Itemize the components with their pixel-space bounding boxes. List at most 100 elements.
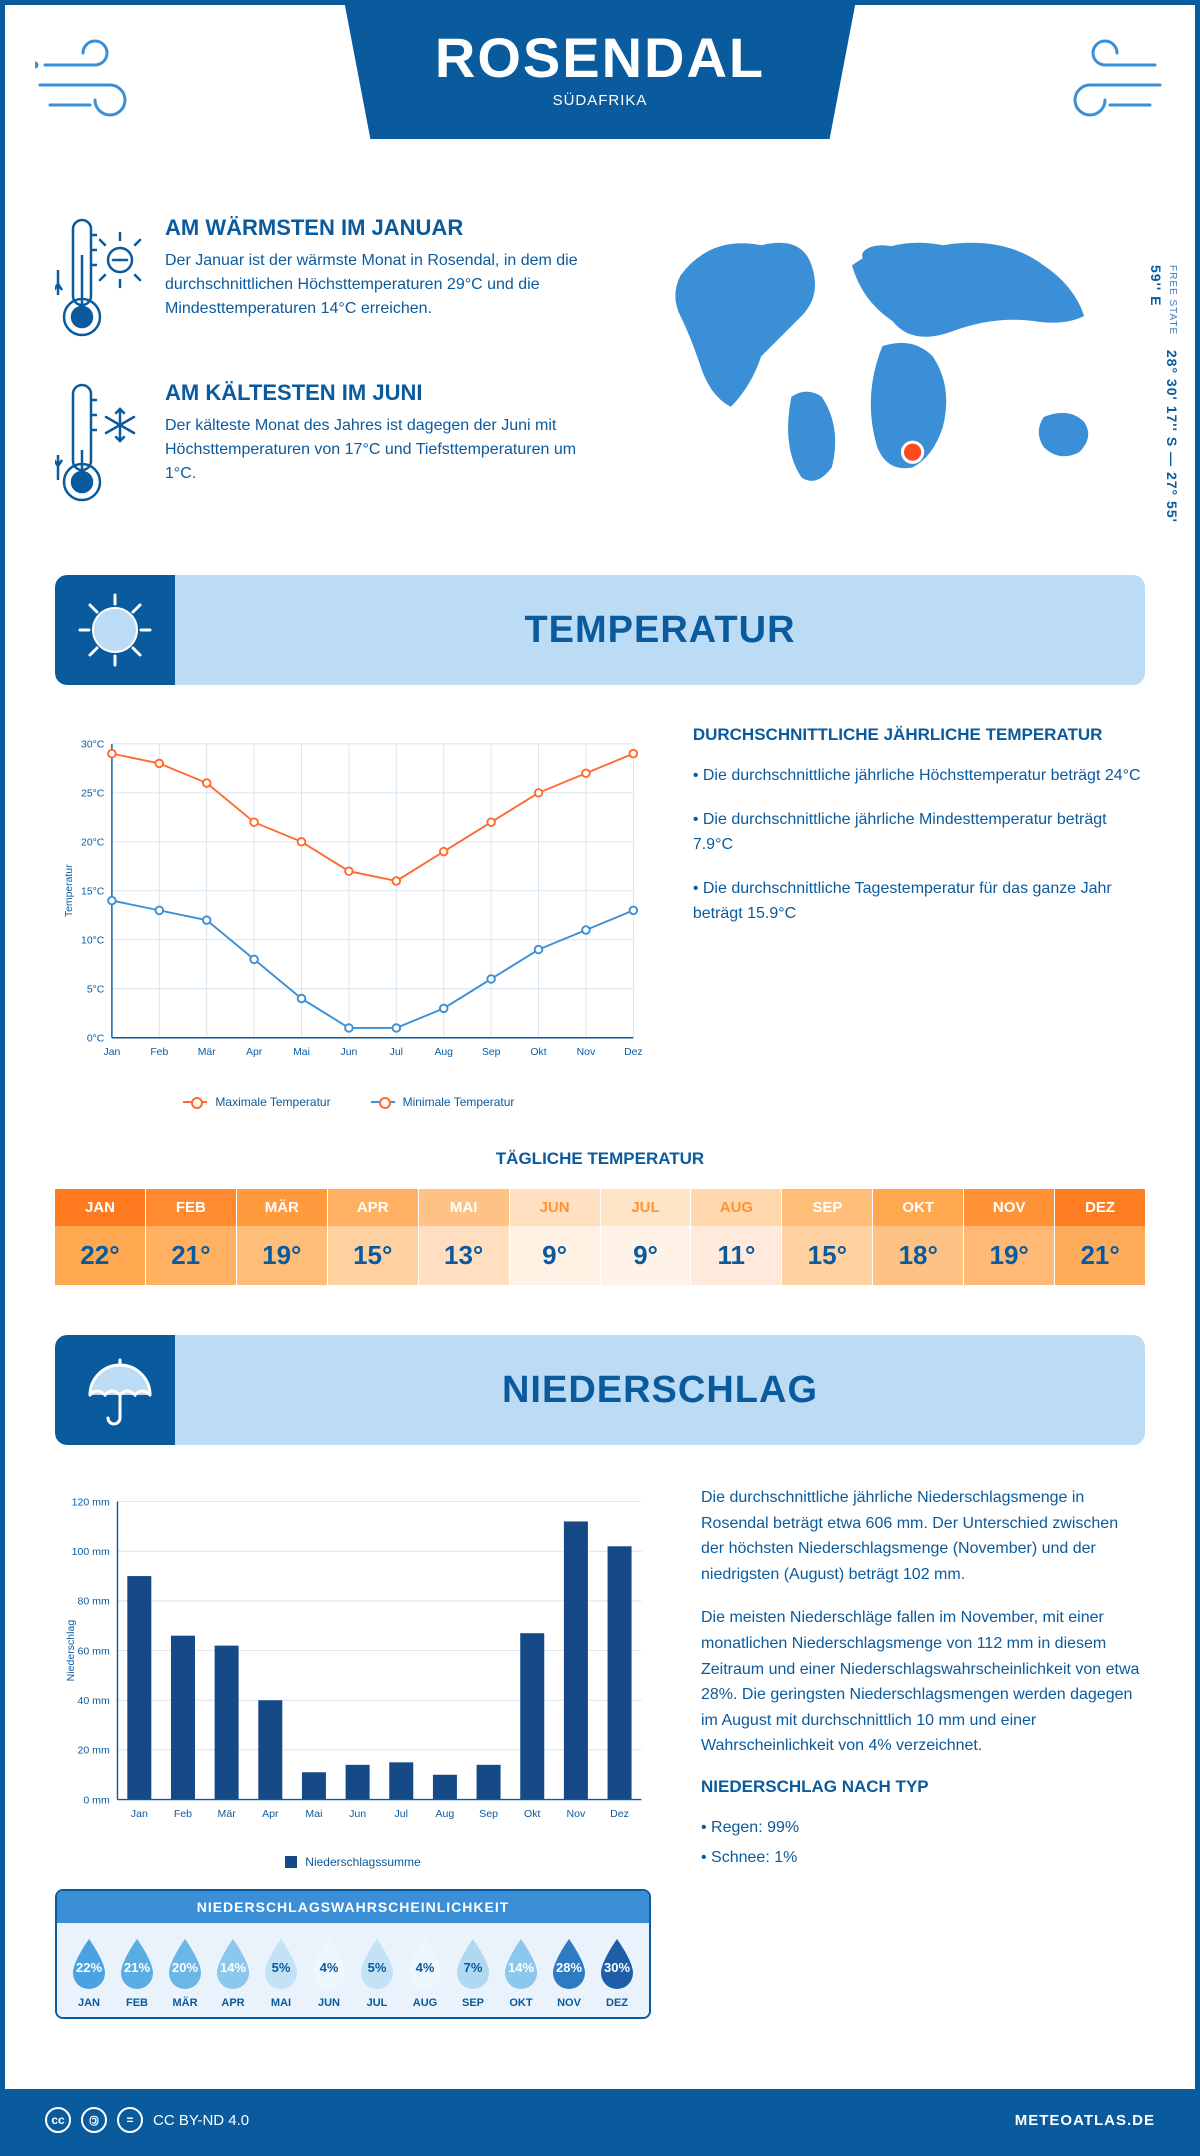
warmest-title: AM WÄRMSTEN IM JANUAR: [165, 215, 610, 241]
prob-cell: 22%JAN: [65, 1937, 113, 2009]
temp-aside-p3: • Die durchschnittliche Tagestemperatur …: [693, 876, 1145, 927]
wind-icon: [1045, 35, 1165, 130]
prob-cell: 5%JUL: [353, 1937, 401, 2009]
month-cell: APR15°: [328, 1189, 419, 1285]
month-cell: SEP15°: [782, 1189, 873, 1285]
warmest-body: Der Januar ist der wärmste Monat in Rose…: [165, 249, 610, 321]
raindrop-icon: 28%: [545, 1937, 593, 1993]
svg-text:Jan: Jan: [131, 1808, 148, 1820]
svg-text:20°C: 20°C: [81, 838, 105, 849]
wind-icon: [35, 35, 155, 130]
raindrop-icon: 4%: [401, 1937, 449, 1993]
month-cell: JAN22°: [55, 1189, 146, 1285]
prob-cell: 28%NOV: [545, 1937, 593, 2009]
cc-icon: cc: [45, 2107, 71, 2133]
raindrop-icon: 22%: [65, 1937, 113, 1993]
svg-text:Mai: Mai: [293, 1047, 310, 1058]
temperature-legend: .leg-sw:nth-child(1)::after{border-color…: [55, 1095, 643, 1109]
svg-text:Jul: Jul: [395, 1808, 409, 1820]
svg-text:Nov: Nov: [577, 1047, 596, 1058]
sun-icon: [55, 575, 175, 685]
svg-text:20 mm: 20 mm: [78, 1745, 110, 1757]
infographic-container: ROSENDAL SÜDAFRIKA AM WÄRMSTEN IM JANUAR…: [0, 0, 1200, 2156]
svg-text:Jan: Jan: [103, 1047, 120, 1058]
raindrop-icon: 30%: [593, 1937, 641, 1993]
precipitation-title: NIEDERSCHLAG: [175, 1369, 1145, 1412]
temp-aside-p1: • Die durchschnittliche jährliche Höchst…: [693, 763, 1145, 789]
title-ribbon: ROSENDAL SÜDAFRIKA: [345, 5, 855, 139]
svg-text:30°C: 30°C: [81, 740, 105, 751]
location-subtitle: SÜDAFRIKA: [435, 92, 765, 109]
svg-text:Feb: Feb: [174, 1808, 192, 1820]
svg-text:60 mm: 60 mm: [78, 1645, 110, 1657]
prob-cell: 7%SEP: [449, 1937, 497, 2009]
svg-text:10°C: 10°C: [81, 936, 105, 947]
month-cell: MÄR19°: [237, 1189, 328, 1285]
svg-text:Mär: Mär: [218, 1808, 237, 1820]
svg-text:0 mm: 0 mm: [83, 1794, 110, 1806]
svg-text:Dez: Dez: [624, 1047, 643, 1058]
precipitation-probability-box: NIEDERSCHLAGSWAHRSCHEINLICHKEIT 22%JAN21…: [55, 1889, 651, 2019]
raindrop-icon: 14%: [497, 1937, 545, 1993]
svg-text:Okt: Okt: [530, 1047, 546, 1058]
daily-temp-title: TÄGLICHE TEMPERATUR: [55, 1149, 1145, 1169]
svg-text:Mai: Mai: [305, 1808, 322, 1820]
coldest-fact: AM KÄLTESTEN IM JUNI Der kälteste Monat …: [55, 380, 610, 515]
precip-p4: • Schnee: 1%: [701, 1845, 1145, 1871]
raindrop-icon: 20%: [161, 1937, 209, 1993]
svg-text:0°C: 0°C: [87, 1034, 105, 1045]
temperature-title: TEMPERATUR: [175, 609, 1145, 652]
raindrop-icon: 5%: [257, 1937, 305, 1993]
precipitation-legend: Niederschlagssumme: [55, 1855, 651, 1869]
svg-text:Sep: Sep: [482, 1047, 501, 1058]
raindrop-icon: 7%: [449, 1937, 497, 1993]
site-name: METEOATLAS.DE: [1015, 2112, 1155, 2129]
svg-text:Sep: Sep: [479, 1808, 498, 1820]
svg-text:Mär: Mär: [198, 1047, 216, 1058]
svg-text:Aug: Aug: [436, 1808, 455, 1820]
footer: cc 🄯 = CC BY-ND 4.0 METEOATLAS.DE: [5, 2089, 1195, 2151]
warmest-fact: AM WÄRMSTEN IM JANUAR Der Januar ist der…: [55, 215, 610, 350]
precip-p1: Die durchschnittliche jährliche Niedersc…: [701, 1485, 1145, 1587]
svg-text:15°C: 15°C: [81, 887, 105, 898]
temperature-aside: DURCHSCHNITTLICHE JÄHRLICHE TEMPERATUR •…: [693, 725, 1145, 1109]
precip-type-title: NIEDERSCHLAG NACH TYP: [701, 1777, 1145, 1797]
world-map: FREE STATE 28° 30' 17'' S — 27° 55' 59''…: [640, 215, 1145, 545]
month-cell: AUG11°: [691, 1189, 782, 1285]
prob-cell: 20%MÄR: [161, 1937, 209, 2009]
svg-text:25°C: 25°C: [81, 789, 105, 800]
prob-cell: 14%APR: [209, 1937, 257, 2009]
svg-text:80 mm: 80 mm: [78, 1596, 110, 1608]
umbrella-icon: [55, 1335, 175, 1445]
location-title: ROSENDAL: [435, 25, 765, 90]
svg-text:Jun: Jun: [349, 1808, 366, 1820]
month-cell: NOV19°: [964, 1189, 1055, 1285]
svg-text:Nov: Nov: [567, 1808, 587, 1820]
coldest-body: Der kälteste Monat des Jahres ist dagege…: [165, 414, 610, 486]
month-cell: JUN9°: [510, 1189, 601, 1285]
raindrop-icon: 21%: [113, 1937, 161, 1993]
raindrop-icon: 5%: [353, 1937, 401, 1993]
thermometer-hot-icon: [55, 215, 145, 350]
svg-text:Jun: Jun: [341, 1047, 358, 1058]
svg-text:Apr: Apr: [246, 1047, 263, 1058]
temp-aside-p2: • Die durchschnittliche jährliche Mindes…: [693, 807, 1145, 858]
prob-cell: 14%OKT: [497, 1937, 545, 2009]
svg-text:Aug: Aug: [434, 1047, 453, 1058]
temp-aside-title: DURCHSCHNITTLICHE JÄHRLICHE TEMPERATUR: [693, 725, 1145, 745]
precip-p3: • Regen: 99%: [701, 1815, 1145, 1841]
svg-text:100 mm: 100 mm: [72, 1546, 110, 1558]
svg-text:Temperatur: Temperatur: [64, 864, 75, 917]
coordinates: FREE STATE 28° 30' 17'' S — 27° 55' 59''…: [1148, 265, 1180, 545]
thermometer-cold-icon: [55, 380, 145, 515]
license-text: CC BY-ND 4.0: [153, 2112, 249, 2129]
prob-title: NIEDERSCHLAGSWAHRSCHEINLICHKEIT: [57, 1891, 649, 1923]
precipitation-bar-chart: 0 mm20 mm40 mm60 mm80 mm100 mm120 mmJanF…: [55, 1485, 651, 1845]
svg-text:Niederschlag: Niederschlag: [65, 1620, 77, 1682]
svg-text:40 mm: 40 mm: [78, 1695, 110, 1707]
temperature-line-chart: 0°C5°C10°C15°C20°C25°C30°CJanFebMärAprMa…: [55, 725, 643, 1085]
month-cell: DEZ21°: [1055, 1189, 1145, 1285]
prob-cell: 30%DEZ: [593, 1937, 641, 2009]
summary-row: AM WÄRMSTEN IM JANUAR Der Januar ist der…: [55, 215, 1145, 545]
svg-text:Apr: Apr: [262, 1808, 279, 1820]
